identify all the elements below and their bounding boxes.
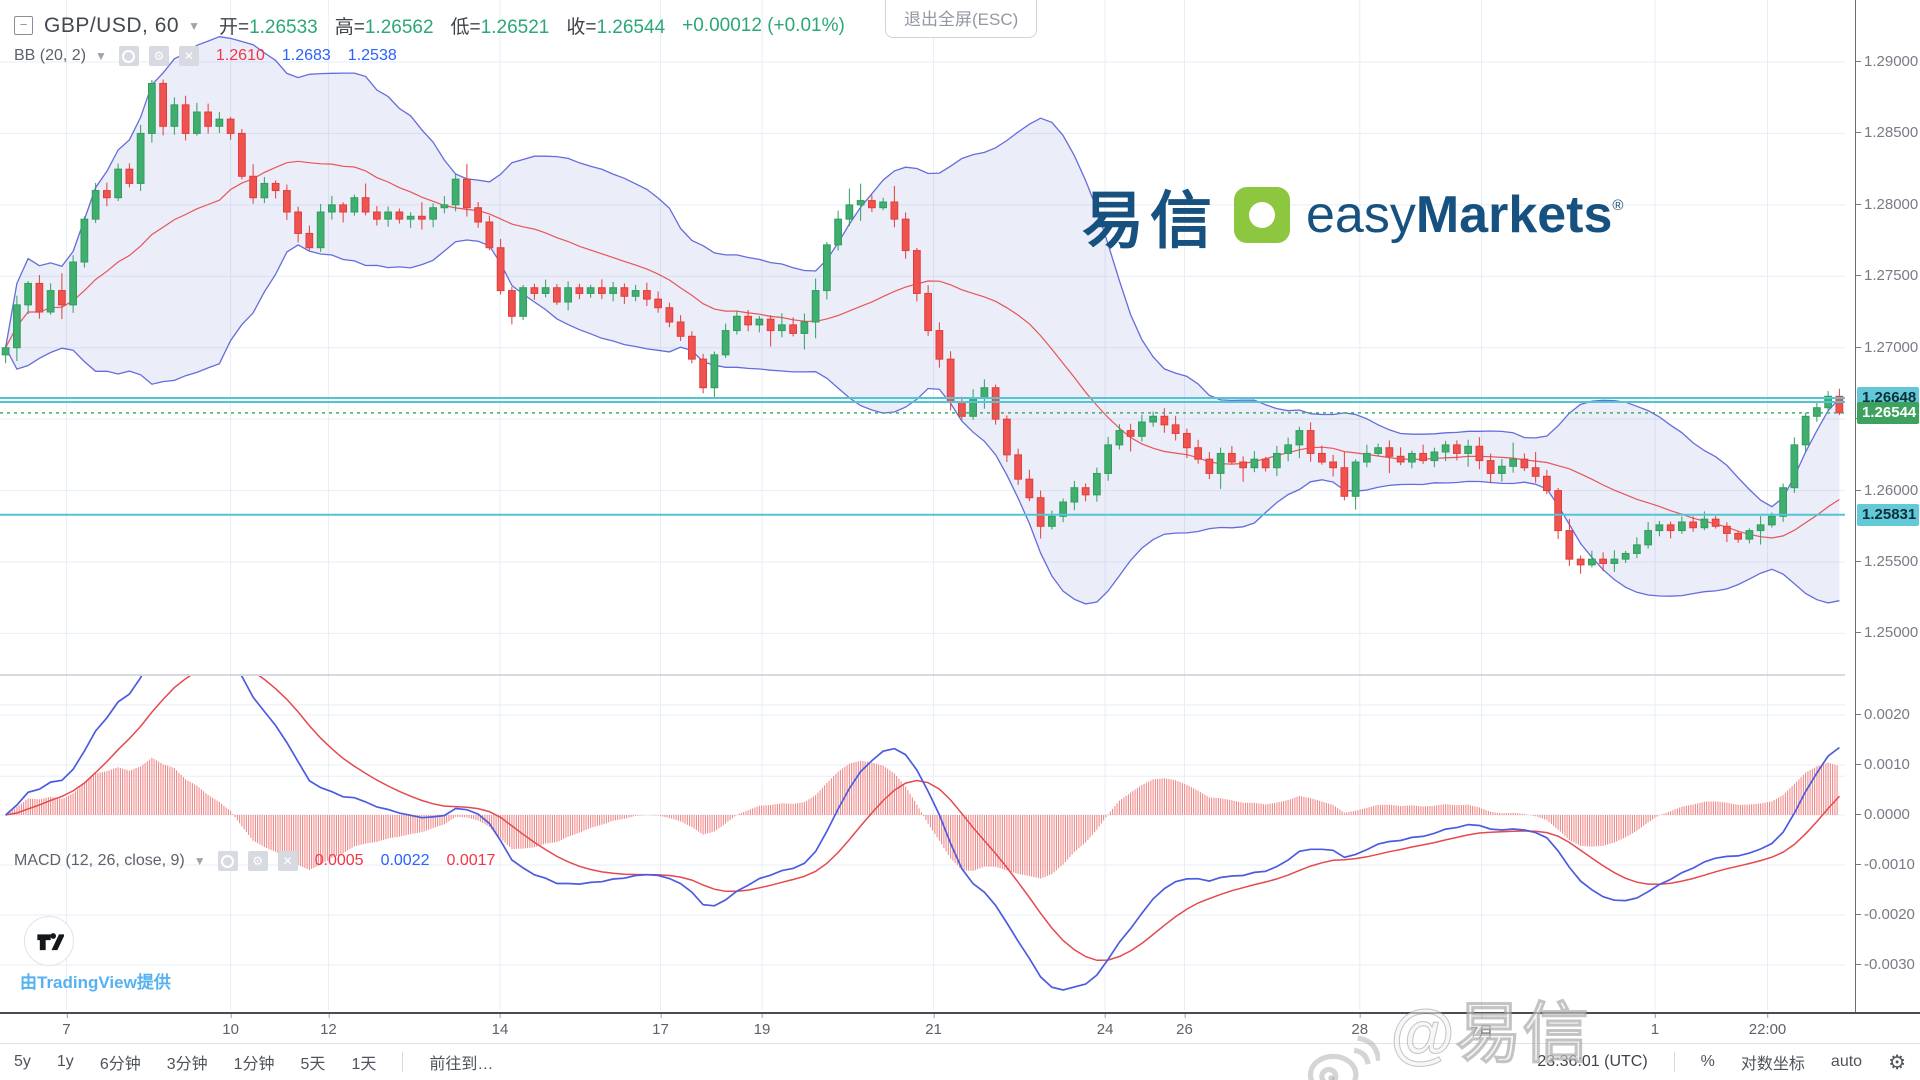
time-axis-label: 22:00 [1749,1014,1786,1038]
price-axis-label: 1.26000 [1855,481,1919,499]
time-axis-label: 14 [492,1014,508,1038]
logo-english-text: easyMarkets® [1306,186,1624,244]
bb-fill [5,36,1840,604]
ohlc-close: 收=1.26544 [566,17,666,38]
clock-utc[interactable]: 23:36:01 (UTC) [1537,1053,1648,1070]
macd-line-value: 0.0022 [380,852,430,869]
price-axis[interactable]: 1.29000 1.28500 1.28000 1.27500 1.27000 1.265… [1855,0,1920,1012]
ohlc-open: 开=1.26533 [218,17,318,38]
macd-signal-value: 0.0017 [446,852,496,869]
macd-signal-line [5,676,1840,962]
log-scale-button[interactable]: 对数坐标 [1740,1056,1805,1073]
range-button-5y[interactable]: 5y [14,1053,31,1070]
time-axis-label: 7 [62,1014,71,1038]
bb-lower-value: 1.2538 [347,47,397,64]
chevron-down-icon[interactable]: ▼ [188,18,200,33]
macd-pane [5,676,1840,991]
symbol-title[interactable]: GBP/USD, 60 [44,13,180,37]
bb-label[interactable]: BB (20, 2) [14,47,87,64]
toolbar-divider [1673,1052,1675,1072]
time-axis-label: 21 [925,1014,942,1038]
bb-basis-line [5,160,1840,539]
price-axis-label: 1.28500 [1855,124,1919,142]
eye-icon[interactable] [217,851,238,871]
time-axis-label: 1 [1651,1014,1659,1038]
eye-icon[interactable] [118,46,139,66]
percent-scale-button[interactable]: % [1700,1053,1715,1070]
ohlc-high: 高=1.26562 [334,17,434,38]
price-axis-label: 1.25000 [1855,624,1919,642]
tradingview-attribution[interactable]: 由TradingView提供 [20,973,171,992]
symbol-legend: − GBP/USD, 60 ▼ 开=1.26533 高=1.26562 低=1.… [14,12,845,39]
chevron-down-icon[interactable]: ▼ [95,49,107,63]
macd-hist-value: 0.0005 [314,852,364,869]
time-axis-label: 17 [652,1014,669,1038]
price-axis-label: 1.27000 [1855,338,1919,356]
range-button-1天[interactable]: 1天 [351,1056,377,1073]
time-axis-label: 10 [222,1014,239,1038]
toolbar-divider [402,1052,404,1072]
main-pane [0,36,1845,605]
bb-upper-value: 1.2683 [281,47,331,64]
macd-indicator-legend: MACD (12, 26, close, 9) ▼ ⚙ ✕ 0.0005 0.0… [14,851,495,871]
price-axis-label: 1.25500 [1855,553,1919,570]
chevron-down-icon[interactable]: ▼ [193,854,206,868]
price-axis-label: 1.28000 [1855,195,1919,213]
gridlines [0,0,1845,1010]
macd-label[interactable]: MACD (12, 26, close, 9) [14,852,185,869]
macd-axis-label: 0.0020 [1856,706,1910,723]
macd-axis-label: -0.0030 [1856,956,1915,973]
range-button-1分钟[interactable]: 1分钟 [233,1056,275,1073]
collapse-icon[interactable]: − [14,16,33,35]
time-axis-label: 19 [754,1014,770,1038]
gear-icon[interactable]: ⚙ [1888,1051,1906,1074]
logo-green-square-icon [1234,187,1291,243]
time-axis-label: 26 [1176,1014,1193,1038]
price-tag-1.25831: 1.25831 [1857,503,1919,526]
time-axis-label: 7月 [1470,1014,1493,1042]
change-value: +0.00012 (+0.01%) [682,14,845,36]
tradingview-logo-icon[interactable] [24,916,74,966]
time-axis-label: 12 [320,1014,337,1038]
time-axis-label: 28 [1351,1014,1368,1038]
macd-axis-label: 0.0000 [1856,806,1910,823]
logo-chinese-text: 易信 [1082,187,1219,256]
range-button-5天[interactable]: 5天 [300,1056,326,1073]
macd-axis-label: 0.0010 [1856,756,1910,773]
gear-icon[interactable]: ⚙ [247,851,268,871]
macd-axis-label: -0.0010 [1856,856,1915,873]
bb-upper-line [4,36,1840,508]
close-icon[interactable]: ✕ [277,851,298,871]
range-button-3分钟[interactable]: 3分钟 [166,1056,208,1073]
ohlc-low: 低=1.26521 [450,17,550,38]
time-axis-label: 24 [1097,1014,1113,1038]
auto-scale-button[interactable]: auto [1830,1053,1863,1070]
bb-basis-value: 1.2610 [215,47,265,64]
macd-main-line [5,676,1840,991]
bb-indicator-legend: BB (20, 2) ▼ ⚙ ✕ 1.2610 1.2683 1.2538 [14,46,397,66]
bb-lower-line [5,239,1840,605]
price-axis-label: 1.29000 [1855,53,1919,70]
price-chart-canvas[interactable] [0,0,1855,1012]
exit-fullscreen-button[interactable]: 退出全屏(ESC) [885,0,1038,38]
macd-axis-label: -0.0020 [1856,906,1915,923]
price-axis-label: 1.27500 [1855,267,1919,285]
easymarkets-logo: 易信 easyMarkets® [1082,170,1623,260]
range-button-6分钟[interactable]: 6分钟 [99,1056,141,1073]
close-icon[interactable]: ✕ [178,46,199,66]
bottom-toolbar: 5y 1y 6分钟 3分钟 1分钟 5天 1天 前往到… 23:36:01 (UTC) % 对… [0,1043,1920,1080]
macd-histogram [7,757,1838,879]
goto-date-button[interactable]: 前往到… [429,1056,494,1073]
gear-icon[interactable]: ⚙ [148,46,169,66]
time-axis[interactable]: 7 10 12 14 17 19 21 24 26 28 7月 1 22:00 [0,1012,1920,1045]
price-tag-1.26544: 1.26544 [1857,401,1919,424]
range-button-1y[interactable]: 1y [56,1053,74,1070]
